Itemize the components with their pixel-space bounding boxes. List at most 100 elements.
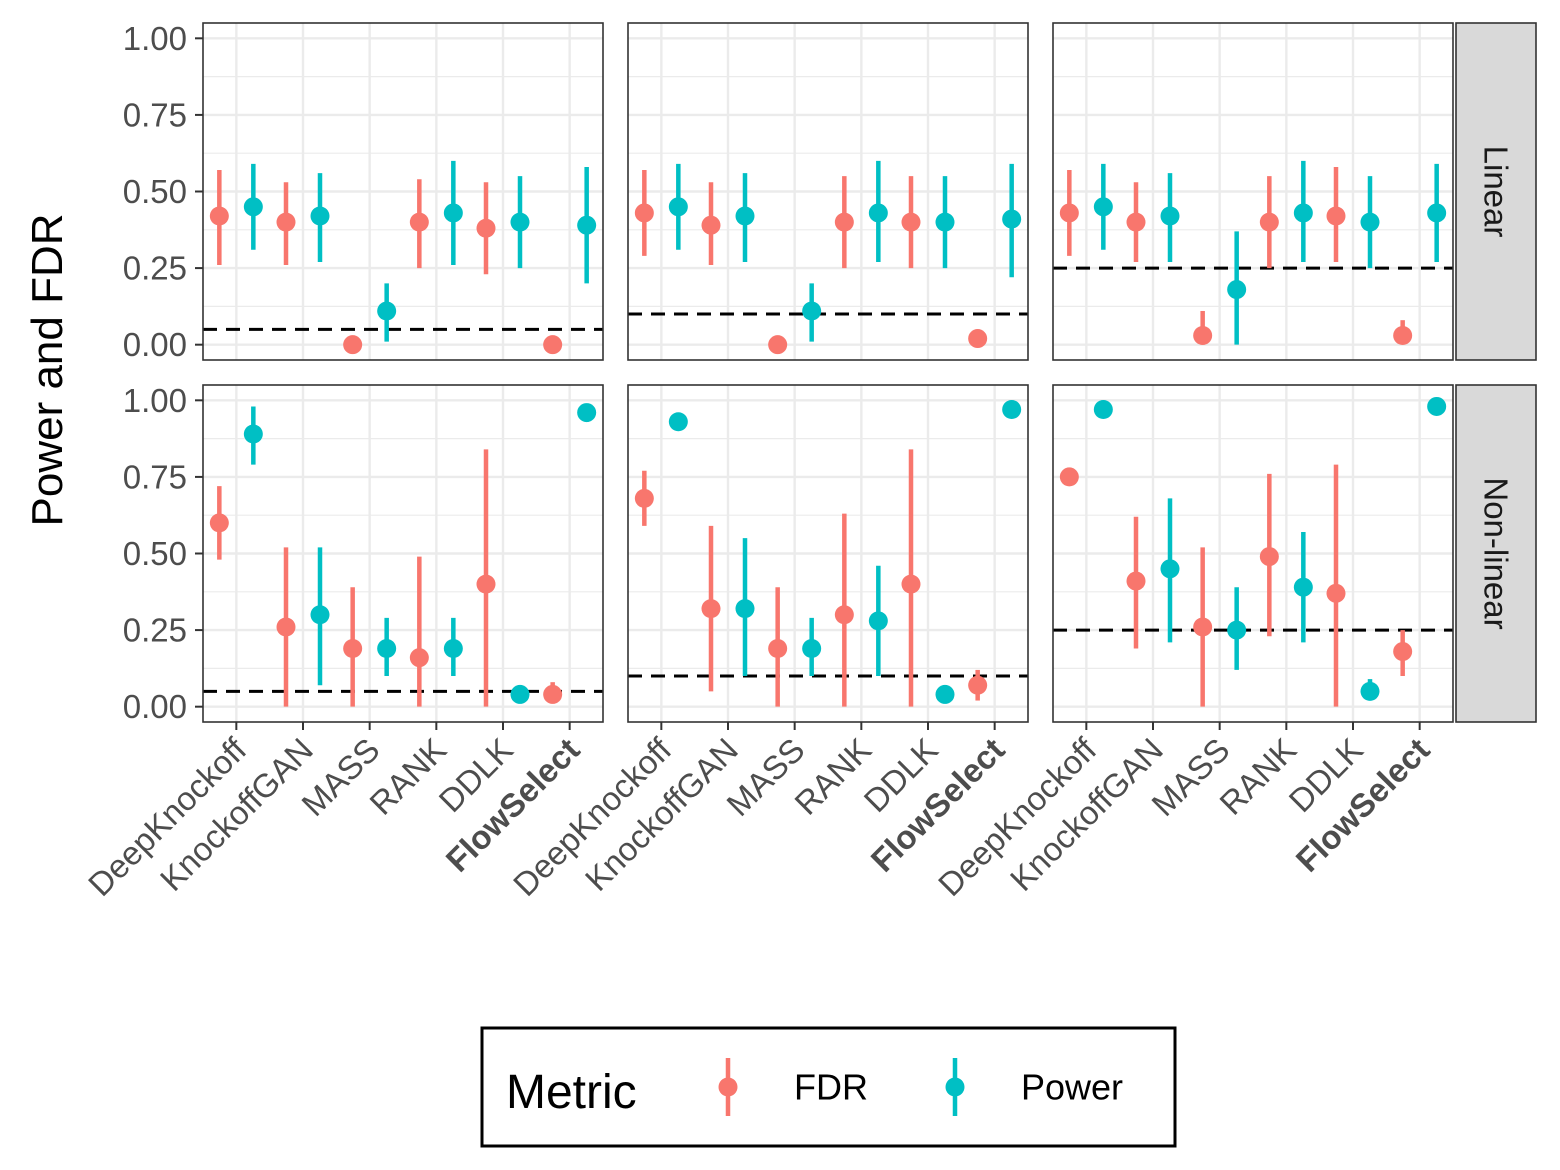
power-point-mass <box>1227 280 1247 300</box>
legend-key-point <box>945 1077 965 1097</box>
power-point-mass <box>1227 620 1247 640</box>
power-point-ddlk <box>935 212 955 232</box>
panel-border <box>1052 22 1454 361</box>
panel-linear-3 <box>1052 22 1454 361</box>
fdr-point-deepknockoff <box>634 488 654 508</box>
power-point-mass <box>377 301 397 321</box>
panel-non-linear-2 <box>627 384 1029 723</box>
fdr-point-flowselect <box>968 675 988 695</box>
x-tick-label-mass: MASS <box>719 731 811 823</box>
fdr-point-flowselect <box>1393 325 1413 345</box>
fdr-point-knockoffgan <box>701 599 721 619</box>
fdr-point-knockoffgan <box>276 212 296 232</box>
fdr-point-flowselect <box>1393 642 1413 662</box>
fdr-point-ddlk <box>901 574 921 594</box>
power-point-knockoffgan <box>310 605 330 625</box>
y-axis-label: Power and FDR <box>23 213 72 526</box>
power-point-flowselect <box>577 403 597 423</box>
power-point-rank <box>443 203 463 223</box>
legend-box <box>480 1026 1177 1148</box>
strip-label-non-linear: Non-linear <box>1478 477 1515 629</box>
power-point-flowselect <box>1002 400 1022 420</box>
power-point-knockoffgan <box>735 206 755 226</box>
legend-label: Power <box>1021 1067 1123 1108</box>
fdr-point-knockoffgan <box>701 215 721 235</box>
facet-panels <box>202 22 1454 723</box>
power-point-deepknockoff <box>668 197 688 217</box>
x-axis: DeepKnockoffKnockoffGANMASSRANKDDLKFlowS… <box>81 722 1437 903</box>
legend: Metric FDR Power <box>480 1026 1177 1148</box>
fdr-point-knockoffgan <box>1126 571 1146 591</box>
panel-border <box>1052 384 1454 723</box>
legend-title: Metric <box>506 1066 637 1119</box>
power-point-flowselect <box>1427 203 1447 223</box>
y-tick-label: 0.00 <box>123 326 187 363</box>
x-tick-label-mass: MASS <box>294 731 386 823</box>
panel-non-linear-3 <box>1052 384 1454 723</box>
fdr-point-knockoffgan <box>1126 212 1146 232</box>
strip-1 <box>1455 384 1537 723</box>
power-point-knockoffgan <box>1160 559 1180 579</box>
power-point-deepknockoff <box>1093 197 1113 217</box>
fdr-point-rank <box>834 605 854 625</box>
fdr-point-flowselect <box>968 329 988 349</box>
fdr-point-mass <box>768 638 788 658</box>
power-point-ddlk <box>1360 212 1380 232</box>
fdr-point-mass <box>768 335 788 355</box>
fdr-point-rank <box>1259 212 1279 232</box>
fdr-point-deepknockoff <box>209 513 229 533</box>
fdr-point-rank <box>834 212 854 232</box>
fdr-point-ddlk <box>901 212 921 232</box>
fdr-point-flowselect <box>543 684 563 704</box>
fdr-point-deepknockoff <box>1059 203 1079 223</box>
strip-0 <box>1455 22 1537 361</box>
power-point-ddlk <box>510 684 530 704</box>
panel-border <box>627 22 1029 361</box>
legend-entry-fdr: FDR <box>718 1058 868 1116</box>
fdr-point-rank <box>409 648 429 668</box>
y-tick-label: 1.00 <box>123 382 187 419</box>
y-tick-label: 0.75 <box>123 96 187 133</box>
power-point-deepknockoff <box>1093 400 1113 420</box>
legend-entries: FDR Power <box>718 1058 1123 1116</box>
power-point-deepknockoff <box>243 197 263 217</box>
x-tick-label-rank: RANK <box>1212 731 1303 822</box>
panel-border <box>627 384 1029 723</box>
y-tick-label: 0.50 <box>123 535 187 572</box>
fdr-point-ddlk <box>1326 583 1346 603</box>
y-tick-label: 0.25 <box>123 250 187 287</box>
power-point-rank <box>868 203 888 223</box>
power-point-rank <box>868 611 888 631</box>
power-point-deepknockoff <box>668 412 688 432</box>
legend-key-point <box>718 1077 738 1097</box>
fdr-point-deepknockoff <box>634 203 654 223</box>
fdr-point-ddlk <box>476 218 496 238</box>
power-point-mass <box>802 638 822 658</box>
power-point-knockoffgan <box>735 599 755 619</box>
power-point-mass <box>802 301 822 321</box>
fdr-point-mass <box>1193 325 1213 345</box>
y-tick-label: 0.25 <box>123 612 187 649</box>
power-point-rank <box>1293 203 1313 223</box>
power-point-flowselect <box>577 215 597 235</box>
strip-label-linear: Linear <box>1478 146 1515 238</box>
fdr-point-mass <box>343 638 363 658</box>
power-point-mass <box>377 638 397 658</box>
power-point-knockoffgan <box>1160 206 1180 226</box>
legend-label: FDR <box>794 1067 868 1108</box>
fdr-point-ddlk <box>476 574 496 594</box>
fdr-point-rank <box>409 212 429 232</box>
y-tick-label: 0.00 <box>123 688 187 725</box>
fdr-point-knockoffgan <box>276 617 296 637</box>
power-point-ddlk <box>510 212 530 232</box>
power-point-rank <box>1293 577 1313 597</box>
fdr-point-mass <box>343 335 363 355</box>
power-point-rank <box>443 638 463 658</box>
fdr-point-flowselect <box>543 335 563 355</box>
power-point-ddlk <box>1360 681 1380 701</box>
fdr-point-mass <box>1193 617 1213 637</box>
x-tick-label-mass: MASS <box>1144 731 1236 823</box>
y-axis: 0.00 0.25 0.50 0.75 1.00 0.00 0.25 0.50 0.75 1.00 <box>123 20 203 725</box>
y-tick-label: 0.75 <box>123 458 187 495</box>
panel-linear-1 <box>202 22 604 361</box>
